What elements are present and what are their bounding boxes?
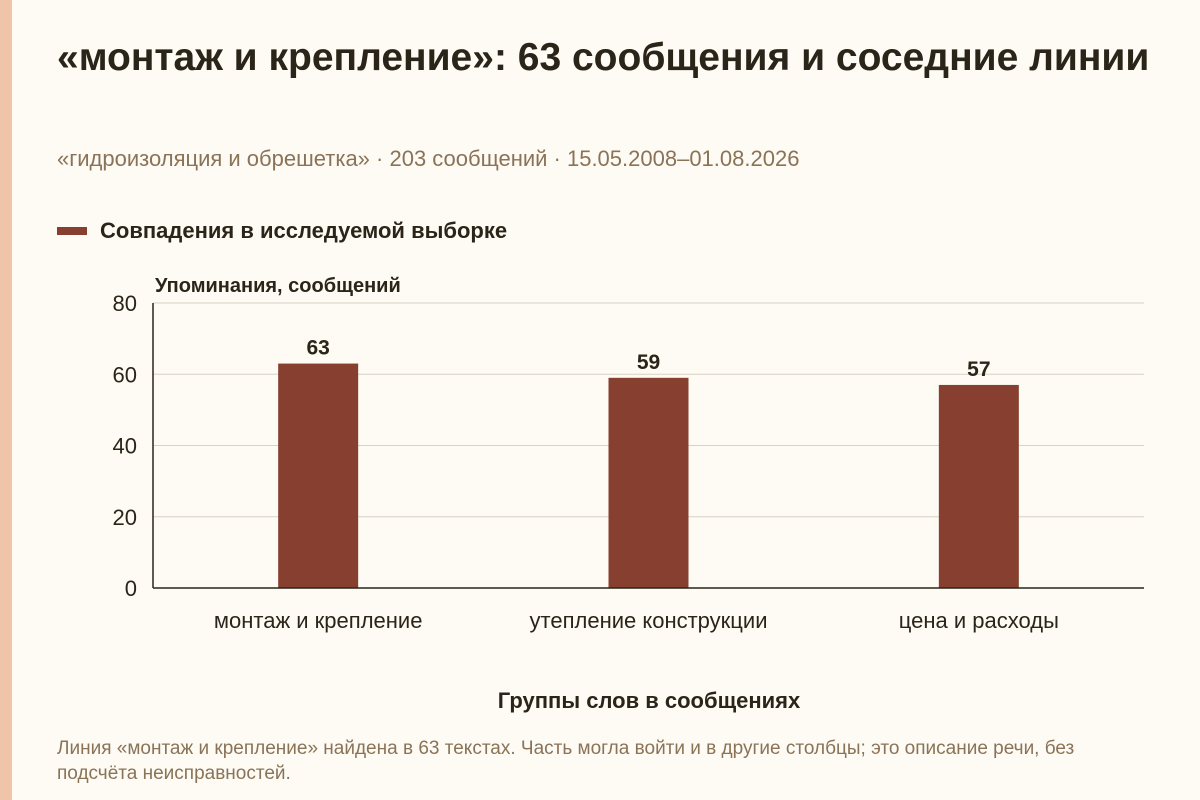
- x-tick-label: утепление конструкции: [530, 608, 768, 633]
- bars: [278, 363, 1019, 588]
- y-tick-label: 80: [113, 291, 137, 316]
- y-tick-label: 0: [125, 576, 137, 601]
- y-axis-label: Упоминания, сообщений: [155, 275, 401, 297]
- data-label: 57: [967, 358, 990, 381]
- bar: [938, 384, 1019, 588]
- footnote: Линия «монтаж и крепление» найдена в 63 …: [57, 738, 1075, 784]
- data-labels: 63 59 57: [306, 337, 990, 381]
- bar-chart: 0 20 40 60 80 63 59 57 монтаж и крепление утепл…: [113, 275, 1144, 713]
- data-label: 63: [306, 337, 329, 360]
- chart-title: «монтаж и крепление»: 63 сообщения и сос…: [57, 36, 1150, 79]
- data-label: 59: [637, 351, 660, 374]
- bar: [608, 377, 689, 588]
- x-tick-label: монтаж и крепление: [214, 608, 423, 633]
- legend-swatch: [57, 227, 87, 235]
- legend-label: Совпадения в исследуемой выборке: [100, 218, 508, 243]
- x-axis-ticks: монтаж и крепление утепление конструкции ц…: [214, 608, 1059, 633]
- x-tick-label: цена и расходы: [899, 608, 1059, 633]
- legend: Совпадения в исследуемой выборке: [57, 218, 507, 244]
- y-tick-label: 60: [113, 362, 137, 387]
- accent-strip: [0, 0, 12, 800]
- y-tick-label: 20: [113, 505, 137, 530]
- x-axis-label: Группы слов в сообщениях: [498, 688, 801, 713]
- chart-subtitle: «гидроизоляция и обрешетка» · 203 сообще…: [57, 146, 800, 171]
- y-axis-ticks: 0 20 40 60 80: [113, 291, 137, 601]
- y-tick-label: 40: [113, 434, 137, 459]
- bar: [278, 363, 359, 588]
